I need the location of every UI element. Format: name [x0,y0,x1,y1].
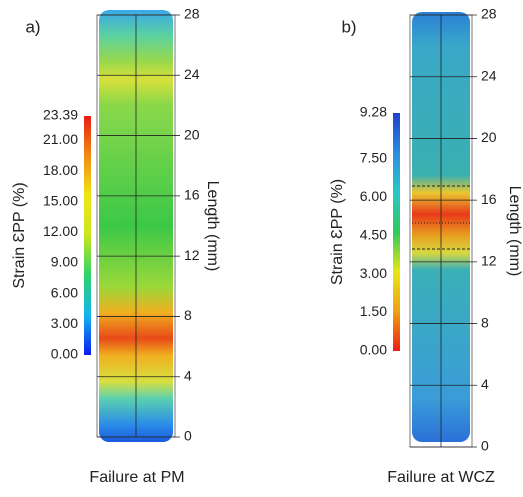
x-axis-label: Failure at WCZ [387,469,495,486]
colorbar-tick-label: 4.50 [360,226,387,242]
y-axis-label: Length (mm) [506,186,523,277]
y-tick-label: 20 [481,129,497,145]
y-tick-label: 4 [184,367,192,383]
colorbar-tick-label: 21.00 [43,131,78,147]
colorbar-tick-label: 1.50 [360,303,387,319]
y-tick-label: 8 [184,307,192,323]
colorbar-label: Strain ƐPP (%) [11,182,28,288]
colorbar [393,113,400,351]
colorbar-tick-label: 9.00 [51,254,78,270]
y-tick-label: 0 [184,428,192,444]
colorbar-tick-label: 15.00 [43,192,78,208]
colorbar-tick-label: 6.00 [360,188,387,204]
y-tick-label: 8 [481,314,489,330]
y-tick-label: 0 [481,438,489,454]
y-tick-label: 28 [481,6,497,22]
colorbar-tick-label: 3.00 [51,315,78,331]
y-tick-label: 20 [184,126,200,142]
colorbar-tick-label: 23.39 [43,107,78,123]
y-tick-label: 12 [184,247,200,263]
colorbar-tick-label: 18.00 [43,162,78,178]
colorbar-tick-label: 9.28 [360,104,387,120]
colorbar-tick-label: 0.00 [360,342,387,358]
y-axis-label: Length (mm) [204,181,221,272]
y-tick-label: 24 [481,67,497,83]
colorbar-tick-label: 3.00 [360,265,387,281]
y-tick-label: 4 [481,376,489,392]
colorbar-tick-label: 6.00 [51,284,78,300]
colorbar-tick-label: 12.00 [43,223,78,239]
colorbar-tick-label: 0.00 [51,346,78,362]
colorbar-tick-label: 7.50 [360,149,387,165]
y-tick-label: 16 [481,191,497,207]
colorbar [84,116,91,355]
x-axis-label: Failure at PM [89,469,184,486]
panel-label: b) [341,17,356,36]
y-tick-label: 12 [481,253,497,269]
colorbar-label: Strain ƐPP (%) [329,179,346,285]
y-tick-label: 28 [184,6,200,22]
panel-label: a) [25,17,40,36]
y-tick-label: 24 [184,66,200,82]
y-tick-label: 16 [184,187,200,203]
